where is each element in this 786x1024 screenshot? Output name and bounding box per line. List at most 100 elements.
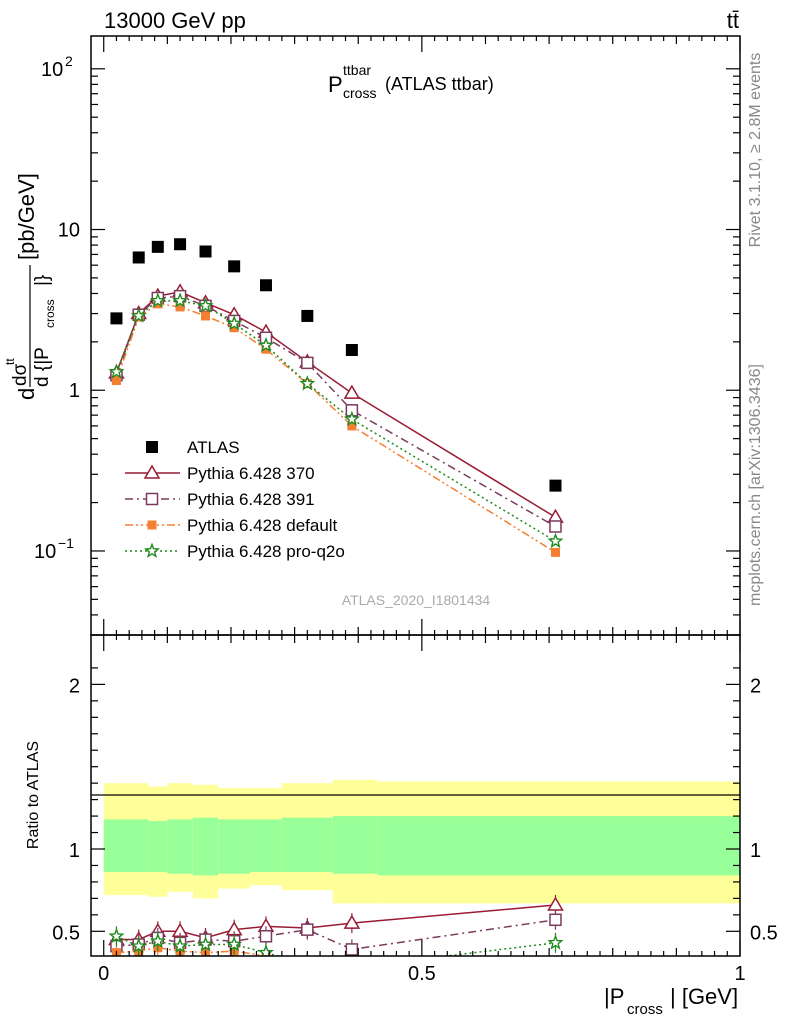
ratio-marks (108, 894, 564, 967)
ratio-point-1-8 (345, 943, 359, 956)
stat-uncertainty-band-3 (192, 817, 219, 876)
data-point-4-1 (130, 307, 147, 323)
analysis-id: ATLAS_2020_I1801434 (342, 592, 491, 608)
data-point-3-3 (175, 302, 185, 312)
legend-label-1: Pythia 6.428 370 (187, 464, 315, 483)
data-point-0-6 (259, 279, 272, 292)
stat-uncertainty-band-5 (250, 819, 282, 873)
ratio-y-tick-label-right-2: 2 (750, 675, 761, 697)
ratio-y-tick-label-left-2: 2 (69, 675, 80, 697)
y-tick-label-1: 1 (69, 380, 80, 402)
plot-title: P ttbar cross (ATLAS ttbar) (328, 62, 494, 101)
ylabel-den-sub: cross (43, 299, 57, 328)
ratio-line-1 (116, 919, 556, 951)
ratio-point-3-9 (547, 934, 564, 950)
y-tick-label-0: 10 (34, 541, 56, 563)
data-point-0-4 (199, 245, 212, 258)
data-point-0-8 (345, 343, 358, 356)
legend-label-0: ATLAS (187, 438, 240, 457)
ratio-axes: 0.5 0.51 12 20 0.5 1 (52, 635, 778, 985)
data-point-3-5 (229, 323, 239, 333)
series-line-1 (115, 290, 556, 518)
main-ylabel: d dσ tt d {|P cross |} [pb/GeV] (3, 173, 57, 400)
ratio-frame (90, 634, 741, 957)
data-point-0-7 (301, 309, 314, 322)
legend-label-4: Pythia 6.428 pro-q2o (187, 542, 345, 561)
stat-uncertainty-band-2 (167, 819, 193, 874)
ratio-point-3-0 (108, 927, 125, 944)
legend-marker-3 (147, 520, 157, 530)
data-point-0-0 (110, 312, 123, 325)
data-point-4-5 (226, 315, 243, 331)
stat-uncertainty-band-7 (332, 816, 378, 874)
data-point-1-8 (343, 384, 361, 399)
stat-uncertainty-band-8 (377, 816, 740, 876)
ratio-point-1-9 (549, 913, 562, 927)
title-sup: ttbar (343, 62, 371, 78)
data-point-3-6 (261, 344, 271, 354)
series-line-4 (115, 300, 556, 542)
ratio-point-1-7 (301, 923, 314, 936)
data-point-0-5 (228, 260, 241, 273)
data-point-4-0 (108, 363, 125, 379)
process-label: tt̄ (727, 8, 739, 33)
legend-marker-4 (143, 542, 161, 558)
ratio-y-tick-label-right-0: 0.5 (750, 922, 778, 944)
title-suffix: (ATLAS ttbar) (385, 74, 494, 94)
ratio-point-2-7 (303, 958, 312, 967)
legend-marker-0 (146, 441, 158, 453)
ratio-line-3 (116, 935, 556, 956)
xlabel-pre: |P (604, 984, 624, 1009)
legend-label-3: Pythia 6.428 default (187, 516, 338, 535)
stat-uncertainty-band-0 (103, 819, 149, 873)
legend-marker-2 (145, 492, 159, 506)
ratio-point-3-2 (149, 932, 166, 948)
data-point-4-9 (547, 532, 564, 549)
data-point-3-0 (111, 375, 121, 385)
ratio-point-1-6 (259, 929, 273, 943)
ylabel-den: d {|P (32, 347, 53, 387)
data-point-2-9 (549, 520, 562, 533)
title-main: P (328, 72, 343, 97)
series-line-2 (115, 295, 556, 528)
rivet-label: Rivet 3.1.10, ≥ 2.8M events (747, 53, 764, 248)
data-point-2-7 (301, 356, 314, 370)
title-sub: cross (343, 85, 376, 101)
legend-label-2: Pythia 6.428 391 (187, 490, 315, 509)
ratio-ylabel: Ratio to ATLAS (25, 741, 42, 849)
ratio-point-3-5 (226, 936, 243, 952)
x-tick-label-1: 0.5 (408, 963, 436, 985)
ratio-point-3-4 (197, 936, 214, 952)
legend-marker-1 (143, 464, 161, 479)
stat-uncertainty-band-1 (148, 821, 168, 873)
data-point-0-1 (132, 251, 145, 264)
data-point-3-8 (347, 421, 357, 431)
data-point-3-9 (550, 547, 560, 557)
stat-uncertainty-band-4 (218, 819, 251, 874)
data-point-4-4 (197, 297, 214, 313)
ratio-point-3-7 (307, 955, 308, 956)
ylabel-num: dσ (10, 363, 31, 386)
data-point-3-4 (201, 311, 211, 321)
xlabel-sub: cross (627, 1001, 663, 1018)
mcplots-label: mcplots.cern.ch [arXiv:1306.3436] (747, 364, 764, 606)
data-point-4-6 (257, 336, 275, 353)
ratio-point-3-3 (172, 937, 189, 954)
y-tick-label-3: 10 (41, 59, 63, 81)
y-tick-exp-3: 2 (65, 53, 73, 69)
ratio-point-0-8 (343, 914, 361, 929)
ratio-panel: 0.5 0.51 12 20 0.5 1 Ratio to ATLAS |P cross … (25, 634, 778, 1018)
y-tick-label-2: 10 (58, 220, 80, 242)
main-marks (108, 238, 564, 557)
data-point-4-8 (343, 410, 360, 427)
x-tick-label-2: 1 (734, 963, 745, 985)
data-point-4-7 (299, 375, 316, 391)
ratio-y-tick-label-left-1: 1 (69, 840, 80, 862)
ylabel-unit: [pb/GeV] (14, 173, 39, 260)
ratio-line-0 (116, 904, 556, 941)
ratio-bands (103, 779, 740, 904)
data-point-0-3 (174, 238, 187, 251)
